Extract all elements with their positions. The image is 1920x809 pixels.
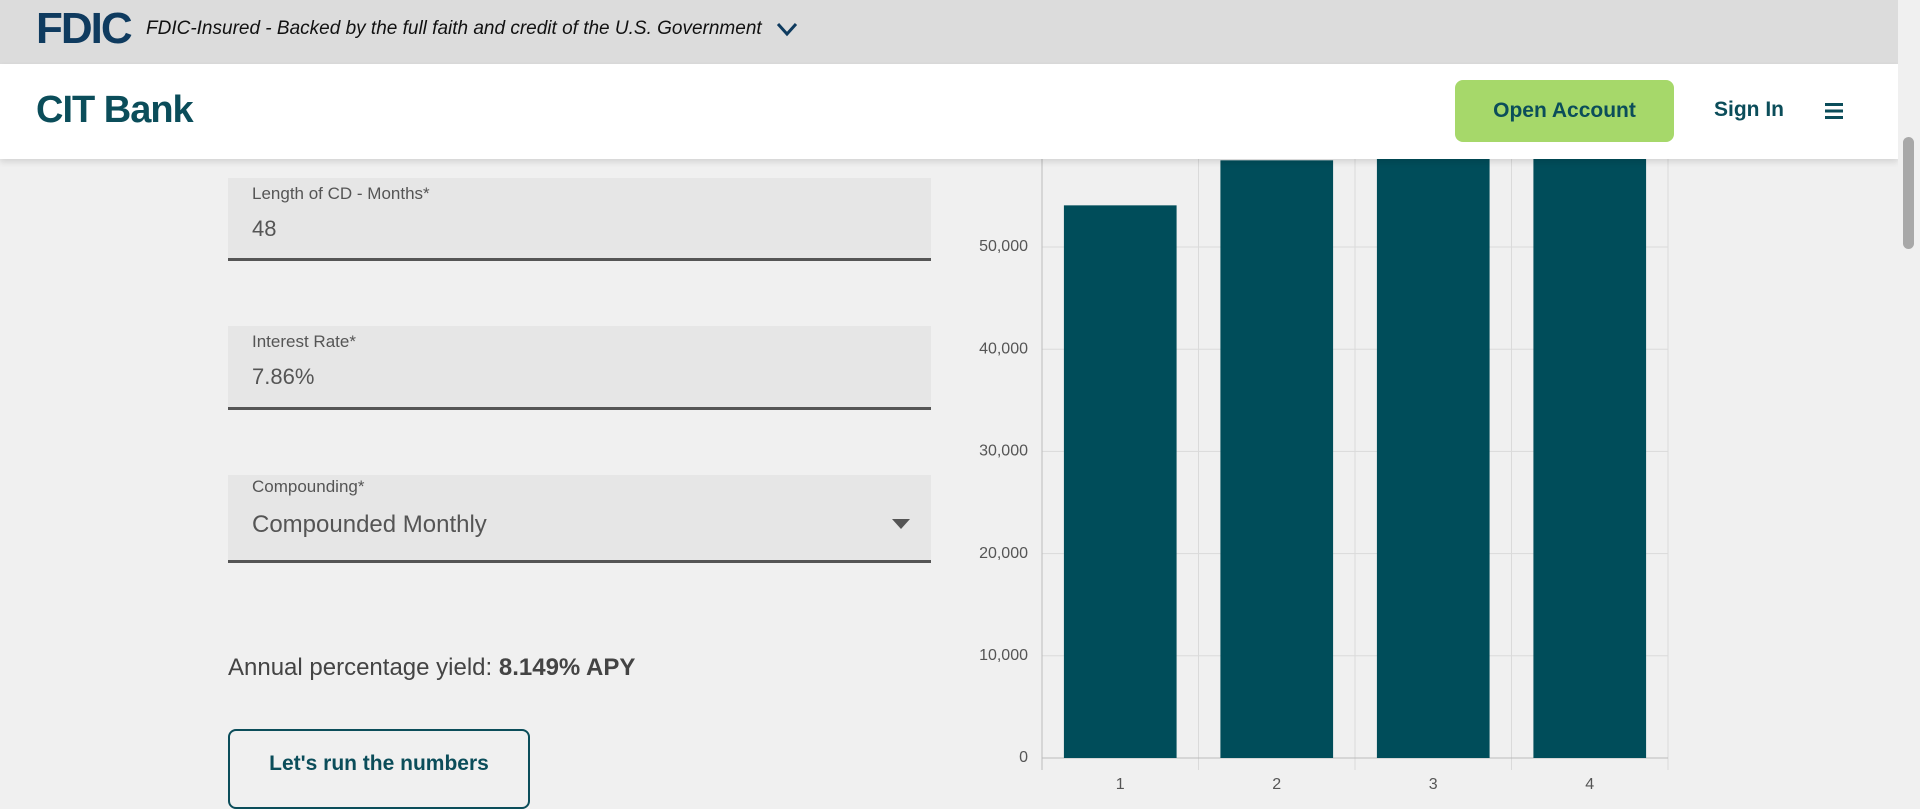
x-tick-label: 4 [1585, 776, 1594, 793]
y-tick-label: 50,000 [979, 238, 1028, 255]
fdic-banner: FDIC FDIC-Insured - Backed by the full f… [0, 0, 1898, 64]
x-tick-label: 3 [1429, 776, 1438, 793]
y-tick-label: 20,000 [979, 545, 1028, 562]
chart: 0 10,000 20,000 30,000 40,000 50,000 1 2 3 4 [979, 58, 1669, 793]
field-value: 7.86% [252, 364, 315, 389]
scroll-thumb[interactable] [1903, 137, 1914, 249]
field-value: 48 [252, 216, 277, 241]
dropdown-arrow [892, 519, 910, 529]
y-tick-label: 30,000 [979, 443, 1028, 460]
fdic-logo: FDIC [36, 4, 133, 53]
field-value: Compounded Monthly [252, 511, 487, 538]
apy-value: 8.149% APY [498, 654, 636, 681]
fdic-text: FDIC-Insured - Backed by the full faith … [146, 18, 762, 39]
y-tick-label: 0 [1019, 749, 1028, 766]
x-tick-label: 1 [1116, 776, 1125, 793]
apy-label: Annual percentage yield: [228, 654, 493, 681]
bar [1220, 160, 1334, 758]
open-account-button[interactable]: Open Account [1455, 80, 1674, 142]
bar [1533, 58, 1647, 758]
compounding-select[interactable]: Compounding* Compounded Monthly [228, 475, 931, 563]
y-tick-label: 10,000 [979, 647, 1028, 664]
months-field[interactable]: Length of CD - Months* 48 [228, 178, 931, 261]
apy-text: Annual percentage yield: 8.149% APY [228, 654, 635, 682]
brand-logo[interactable]: CIT Bank [36, 89, 194, 131]
bar [1063, 205, 1177, 758]
sign-in-link[interactable]: Sign In [1714, 98, 1784, 121]
expand-chevron[interactable] [776, 18, 798, 40]
bar [1376, 111, 1490, 758]
field-label: Length of CD - Months* [252, 184, 430, 203]
x-tick-label: 2 [1272, 776, 1281, 793]
rate-field[interactable]: Interest Rate* 7.86% [228, 326, 931, 410]
scrollbar[interactable] [1898, 0, 1920, 800]
menu-button[interactable] [1825, 102, 1843, 120]
field-label: Compounding* [252, 477, 365, 496]
nav-bar: CIT Bank Open Account Sign In [0, 64, 1898, 159]
y-tick-label: 40,000 [979, 340, 1028, 357]
field-label: Interest Rate* [252, 332, 356, 351]
